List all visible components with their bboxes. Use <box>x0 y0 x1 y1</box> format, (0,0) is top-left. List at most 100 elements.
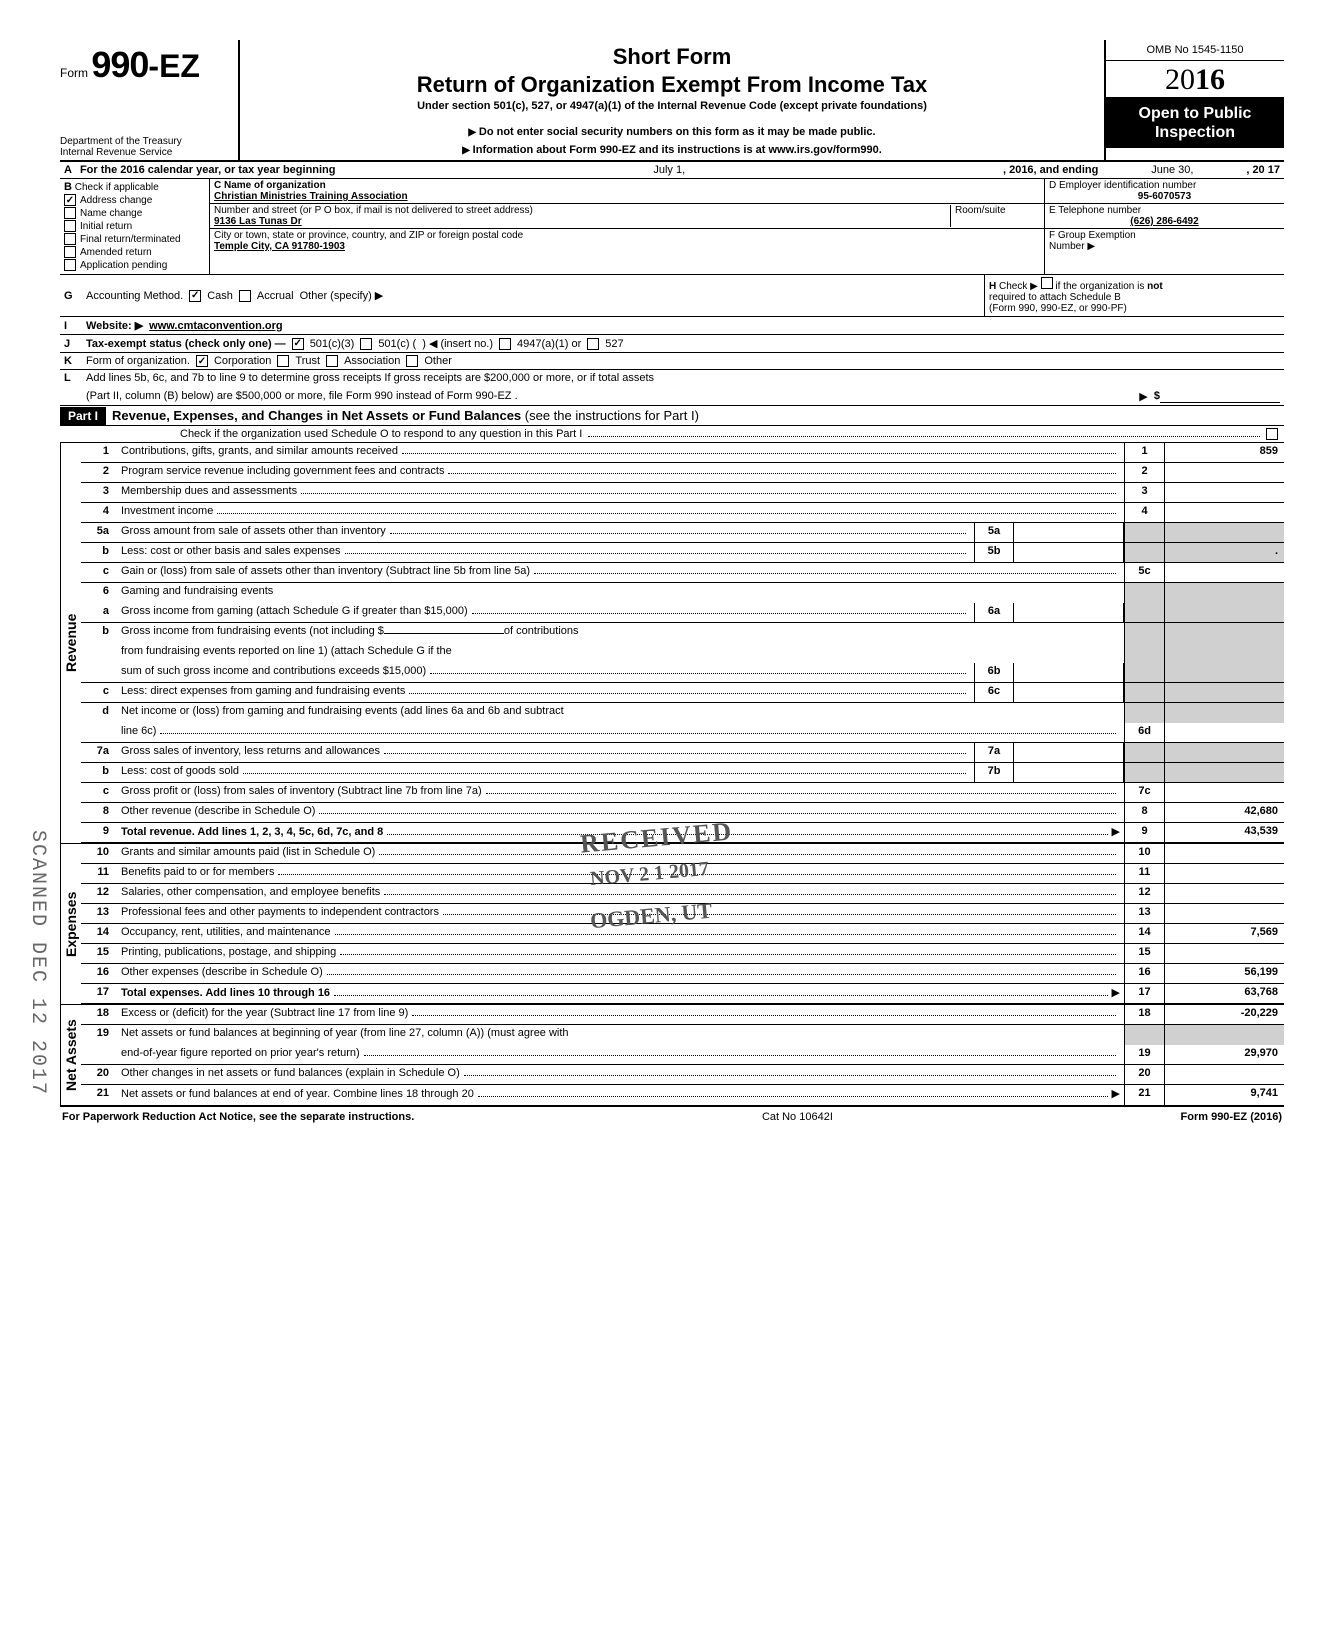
line-6c: cLess: direct expenses from gaming and f… <box>81 683 1284 703</box>
chk-accrual[interactable] <box>239 290 251 302</box>
city-label: City or town, state or province, country… <box>214 230 1040 241</box>
part-1-title: Revenue, Expenses, and Changes in Net As… <box>106 406 1284 425</box>
col-b-checkboxes: B Check if applicable ✓Address change Na… <box>60 179 210 274</box>
city-state-zip: Temple City, CA 91780-1903 <box>214 241 1040 252</box>
revenue-section: Revenue 1Contributions, gifts, grants, a… <box>60 443 1284 844</box>
line-val <box>1164 563 1284 582</box>
line-val <box>1164 483 1284 502</box>
chk-501c3[interactable]: ✓ <box>292 338 304 350</box>
corp-label: Corporation <box>214 355 271 367</box>
chk-label: Address change <box>80 195 152 206</box>
chk-final-return[interactable]: Final return/terminated <box>64 233 205 245</box>
schedule-o-text: Check if the organization used Schedule … <box>180 428 582 440</box>
line-val <box>1164 463 1284 482</box>
line-desc: Salaries, other compensation, and employ… <box>121 886 380 898</box>
subtitle: Under section 501(c), 527, or 4947(a)(1)… <box>246 100 1098 112</box>
year-bold: 16 <box>1195 63 1225 96</box>
line-3: 3Membership dues and assessments3 <box>81 483 1284 503</box>
line-val: 7,569 <box>1164 924 1284 943</box>
addr-label: Number and street (or P O box, if mail i… <box>214 205 950 216</box>
4947-label: 4947(a)(1) or <box>517 338 581 350</box>
row-a-yr: , 20 17 <box>1242 162 1284 178</box>
line-6a: aGross income from gaming (attach Schedu… <box>81 603 1284 623</box>
line-desc: Net assets or fund balances at end of ye… <box>121 1088 474 1100</box>
chk-application-pending[interactable]: Application pending <box>64 259 205 271</box>
line-desc: Less: cost or other basis and sales expe… <box>121 545 341 557</box>
tax-exempt-label: Tax-exempt status (check only one) — <box>86 338 286 350</box>
line-14: 14Occupancy, rent, utilities, and mainte… <box>81 924 1284 944</box>
line-val <box>1164 864 1284 883</box>
chk-schedule-o[interactable] <box>1266 428 1278 440</box>
addr-row: Number and street (or P O box, if mail i… <box>210 204 1044 229</box>
part-1-header: Part I Revenue, Expenses, and Changes in… <box>60 406 1284 426</box>
header-left: Form 990-EZ Department of the Treasury I… <box>60 40 240 160</box>
chk-501c[interactable] <box>360 338 372 350</box>
other-org-label: Other <box>424 355 452 367</box>
expenses-tab: Expenses <box>60 844 81 1004</box>
year-prefix: 20 <box>1165 63 1195 96</box>
line-20: 20Other changes in net assets or fund ba… <box>81 1065 1284 1085</box>
line-19-l2: end-of-year figure reported on prior yea… <box>121 1047 360 1059</box>
chk-association[interactable] <box>326 355 338 367</box>
line-desc: Program service revenue including govern… <box>121 465 444 477</box>
chk-name-change[interactable]: Name change <box>64 207 205 219</box>
chk-corporation[interactable]: ✓ <box>196 355 208 367</box>
form-number-ez: -EZ <box>148 48 200 84</box>
part-1-badge: Part I <box>60 407 106 425</box>
chk-schedule-b[interactable] <box>1041 277 1053 289</box>
street-address: 9136 Las Tunas Dr <box>214 216 950 227</box>
row-a-yr-val: 17 <box>1268 164 1280 176</box>
line-6b-3: sum of such gross income and contributio… <box>81 663 1284 683</box>
dept-irs: Internal Revenue Service <box>60 147 232 158</box>
chk-label: Application pending <box>80 260 167 271</box>
chk-527[interactable] <box>587 338 599 350</box>
line-9: 9Total revenue. Add lines 1, 2, 3, 4, 5c… <box>81 823 1284 843</box>
chk-address-change[interactable]: ✓Address change <box>64 194 205 206</box>
stamp-scanned: SCANNED DEC 12 2017 <box>26 830 49 1096</box>
line-4: 4Investment income4 <box>81 503 1284 523</box>
footer-left: For Paperwork Reduction Act Notice, see … <box>62 1111 414 1123</box>
form-number-990: 990 <box>91 44 148 85</box>
header-right: OMB No 1545-1150 2016 Open to Public Ins… <box>1104 40 1284 160</box>
schedule-o-check-row: Check if the organization used Schedule … <box>60 426 1284 443</box>
line-6b-l3: sum of such gross income and contributio… <box>121 665 426 677</box>
form-990ez: Form 990-EZ Department of the Treasury I… <box>60 40 1284 1127</box>
form-number: Form 990-EZ <box>60 44 232 86</box>
title-return: Return of Organization Exempt From Incom… <box>246 72 1098 98</box>
tel-label: E Telephone number <box>1049 205 1280 216</box>
omb-number: OMB No 1545-1150 <box>1106 40 1284 61</box>
row-l-line2: (Part II, column (B) below) are $500,000… <box>64 390 1280 403</box>
501c-label: 501(c) ( <box>378 338 416 350</box>
revenue-tab: Revenue <box>60 443 81 843</box>
line-6b-post: of contributions <box>504 625 579 637</box>
org-name-row: C Name of organization Christian Ministr… <box>210 179 1044 204</box>
line-val <box>1164 503 1284 522</box>
line-desc: Gross amount from sale of assets other t… <box>121 525 386 537</box>
line-desc: Grants and similar amounts paid (list in… <box>121 846 375 858</box>
label-i: I <box>64 320 80 332</box>
line-19-1: 19Net assets or fund balances at beginni… <box>81 1025 1284 1045</box>
footer-mid: Cat No 10642I <box>762 1111 833 1123</box>
chk-amended[interactable]: Amended return <box>64 246 205 258</box>
chk-initial-return[interactable]: Initial return <box>64 220 205 232</box>
line-val: 43,539 <box>1164 823 1284 842</box>
row-j-tax-exempt: J Tax-exempt status (check only one) — ✓… <box>60 335 1284 353</box>
row-l-text2: (Part II, column (B) below) are $500,000… <box>86 390 518 403</box>
chk-other-org[interactable] <box>406 355 418 367</box>
chk-cash[interactable]: ✓ <box>189 290 201 302</box>
line-1: 1Contributions, gifts, grants, and simil… <box>81 443 1284 463</box>
row-i-website: I Website: ▶ www.cmtaconvention.org <box>60 317 1284 335</box>
line-6d-2: line 6c)6d <box>81 723 1284 743</box>
line-desc: Professional fees and other payments to … <box>121 906 439 918</box>
line-desc: Benefits paid to or for members <box>121 866 274 878</box>
row-a-text1: For the 2016 calendar year, or tax year … <box>80 164 336 176</box>
midbox: 6c <box>974 683 1014 702</box>
row-h-forms: (Form 990, 990-EZ, or 990-PF) <box>989 303 1127 314</box>
chk-4947[interactable] <box>499 338 511 350</box>
chk-trust[interactable] <box>277 355 289 367</box>
label-h: H <box>989 281 996 292</box>
line-val <box>1164 1065 1284 1084</box>
line-val <box>1164 944 1284 963</box>
label-j: J <box>64 338 80 350</box>
org-name: Christian Ministries Training Associatio… <box>214 191 1040 202</box>
